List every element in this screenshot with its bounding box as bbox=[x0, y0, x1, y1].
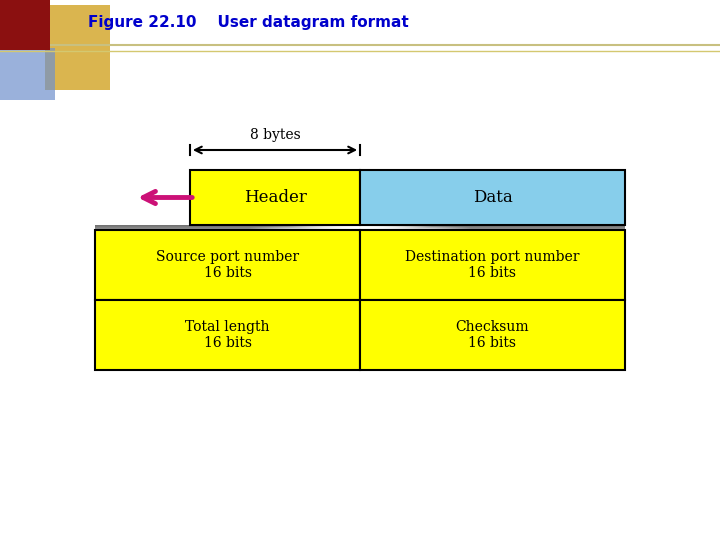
Bar bbox=[0, 0, 50, 50]
Text: Destination port number
16 bits: Destination port number 16 bits bbox=[405, 250, 580, 280]
Bar bbox=[95, 300, 360, 370]
Bar bbox=[360, 170, 625, 225]
Text: Checksum
16 bits: Checksum 16 bits bbox=[456, 320, 529, 350]
Bar bbox=[360, 230, 625, 300]
Bar bbox=[95, 230, 360, 300]
Text: Header: Header bbox=[243, 189, 307, 206]
Polygon shape bbox=[95, 233, 625, 235]
Bar bbox=[190, 170, 360, 225]
Text: Data: Data bbox=[472, 189, 513, 206]
Polygon shape bbox=[95, 225, 625, 235]
Text: 8 bytes: 8 bytes bbox=[250, 128, 300, 142]
Polygon shape bbox=[95, 232, 625, 235]
Polygon shape bbox=[95, 226, 625, 235]
Polygon shape bbox=[95, 225, 625, 235]
Text: Source port number
16 bits: Source port number 16 bits bbox=[156, 250, 299, 280]
Polygon shape bbox=[95, 227, 625, 235]
Bar bbox=[0, 48, 55, 100]
Polygon shape bbox=[95, 228, 625, 235]
Bar bbox=[360, 300, 625, 370]
Bar bbox=[45, 5, 110, 90]
Text: Total length
16 bits: Total length 16 bits bbox=[185, 320, 270, 350]
Text: Figure 22.10    User datagram format: Figure 22.10 User datagram format bbox=[88, 16, 409, 30]
Polygon shape bbox=[95, 230, 625, 235]
Polygon shape bbox=[95, 231, 625, 235]
